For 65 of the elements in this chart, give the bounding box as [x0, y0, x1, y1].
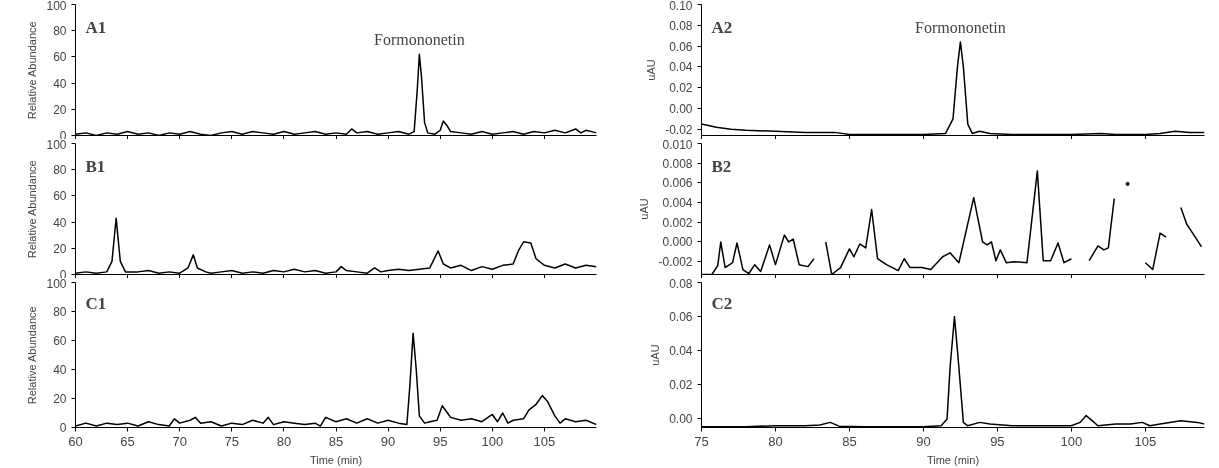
x-tick-label: 90	[380, 433, 396, 449]
y-tick-label: 0.010	[662, 137, 693, 152]
y-tick-label: 0.04	[669, 344, 693, 359]
x-tick-label: 95	[990, 433, 1005, 449]
y-tick-label: 0.004	[662, 196, 693, 211]
y-axis-title: Relative Abundance	[26, 160, 39, 259]
text: A1	[85, 17, 107, 37]
y-tick-label: 0.02	[669, 378, 693, 393]
y-tick-label: 100	[46, 0, 67, 13]
y-tick-label: 0.08	[669, 276, 693, 291]
x-tick-label: 100	[481, 433, 504, 449]
y-tick-label: 40	[53, 215, 67, 230]
x-axis-title: Time (min)	[309, 453, 363, 466]
x-tick-label: 85	[842, 433, 857, 449]
text: B1	[85, 156, 106, 176]
annotation: Formononetin	[374, 31, 465, 49]
y-tick-label: -0.02	[665, 122, 693, 137]
y-tick-label: 60	[53, 189, 67, 204]
y-tick-label: 0.008	[662, 156, 693, 171]
x-tick-label: 70	[172, 433, 187, 449]
y-tick-label: 20	[53, 102, 67, 117]
x-tick-label: 80	[276, 433, 292, 449]
y-tick-label: 0.000	[662, 235, 693, 250]
x-tick-label: 65	[120, 433, 135, 449]
y-tick-label: 80	[53, 24, 67, 39]
y-axis-title: uAU	[645, 59, 658, 81]
y-axis-title: uAU	[649, 344, 662, 366]
x-tick-label: 80	[768, 433, 783, 449]
y-tick-label: 60	[53, 50, 67, 65]
y-tick-label: 80	[53, 305, 67, 319]
y-tick-label: 60	[53, 334, 67, 348]
y-tick-label: -0.002	[658, 255, 693, 270]
y-axis-title: Relative Abundance	[26, 306, 39, 405]
x-tick-label: 105	[1134, 433, 1157, 449]
y-tick-label: 0.006	[662, 176, 693, 191]
y-tick-label: 0.06	[669, 310, 693, 325]
y-tick-label: 0.10	[669, 0, 693, 13]
text: C2	[711, 293, 733, 313]
y-tick-label: 0	[59, 421, 67, 435]
x-tick-label: 75	[694, 433, 709, 449]
annotation: Formononetin	[915, 18, 1006, 36]
y-tick-label: 0.02	[669, 81, 693, 96]
y-axis-title: uAU	[638, 198, 651, 220]
y-tick-label: 0.00	[669, 101, 693, 116]
y-tick-label: 0.04	[669, 60, 693, 75]
x-tick-label: 90	[916, 433, 931, 449]
text: A2	[711, 17, 733, 37]
x-axis-title: Time (min)	[926, 453, 980, 466]
y-tick-label: 0.08	[669, 18, 693, 33]
x-tick-label: 100	[1060, 433, 1083, 449]
y-tick-label: 0.00	[669, 412, 693, 427]
y-tick-label: 0.002	[662, 215, 693, 230]
y-tick-label: 20	[53, 241, 67, 256]
y-tick-label: 0.06	[669, 39, 693, 54]
x-tick-label: 85	[328, 433, 344, 449]
text: B2	[711, 156, 732, 176]
text: C1	[85, 293, 107, 313]
y-tick-label: 40	[53, 76, 67, 91]
y-tick-label: 20	[53, 392, 67, 406]
x-tick-label: 95	[432, 433, 448, 449]
x-tick-label: 75	[224, 433, 240, 449]
y-tick-label: 40	[53, 363, 67, 377]
y-tick-label: 80	[53, 163, 67, 178]
x-tick-label: 105	[533, 433, 556, 449]
y-axis-title: Relative Abundance	[26, 21, 39, 120]
